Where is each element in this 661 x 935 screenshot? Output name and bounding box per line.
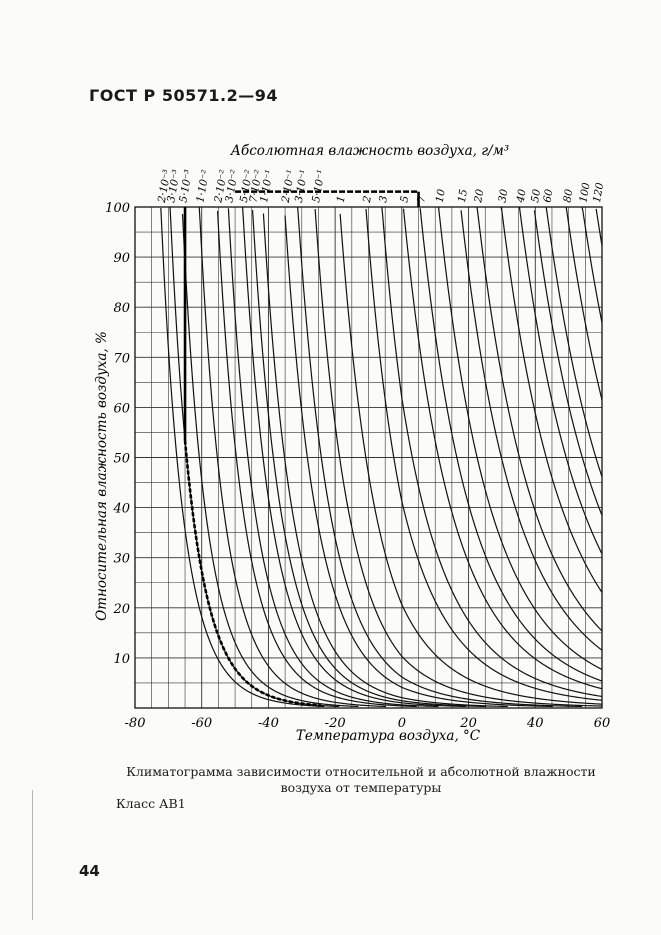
x-tick-label: 0 xyxy=(398,716,406,731)
x-tick-label: 60 xyxy=(594,716,611,731)
curve-labels: 2·10⁻³3·10⁻³5·10⁻³ 1·10⁻² 2·10⁻²3·10⁻²5·10… xyxy=(156,169,607,205)
caption-line-1: Климатограмма зависимости относительной … xyxy=(126,764,596,779)
humidity-curve xyxy=(160,207,325,708)
y-tick-label: 30 xyxy=(113,552,130,567)
humidity-curve xyxy=(365,208,603,701)
curve-label: 120 xyxy=(591,181,606,203)
x-tick-label: -60 xyxy=(191,716,212,731)
curve-label: 5 xyxy=(398,195,411,204)
curve-label: 1 xyxy=(335,195,348,204)
humidity-curve xyxy=(533,210,603,516)
curve-label: 15 xyxy=(456,188,470,204)
curve-label: 1·10⁻¹ xyxy=(258,169,276,204)
curve-label: 30 xyxy=(497,188,511,204)
y-tick-labels: 100 90 80 70 60 50 40 30 20 10 xyxy=(105,201,130,667)
boundary-lower-curve xyxy=(183,440,322,707)
humidity-curve xyxy=(297,206,583,708)
y-tick-label: 10 xyxy=(113,652,130,667)
curve-label: 10 xyxy=(434,188,448,204)
curve-label: 5·10⁻³ xyxy=(177,169,195,204)
humidity-curve xyxy=(565,206,603,400)
humidity-curve xyxy=(284,215,553,708)
curve-label: 3 xyxy=(377,195,390,204)
class-label: Класс АВ1 xyxy=(116,796,186,811)
curve-label: 80 xyxy=(561,188,575,204)
humidity-curve xyxy=(545,206,603,478)
humidity-curve xyxy=(198,206,387,708)
grid xyxy=(134,206,603,709)
humidity-curve xyxy=(402,208,603,690)
humidity-curve xyxy=(460,210,603,651)
curve-label: 5·10⁻² xyxy=(238,169,256,204)
x-axis-label: Температура воздуха, °С xyxy=(296,728,481,744)
humidity-curve xyxy=(581,206,603,323)
page-number: 44 xyxy=(79,862,100,880)
curve-label: 2·10⁻³ xyxy=(156,169,174,205)
margin-rule xyxy=(32,790,33,920)
humidity-curve xyxy=(595,208,603,246)
curve-label: 20 xyxy=(472,188,486,205)
curve-label: 100 xyxy=(577,181,592,203)
humidity-curve xyxy=(262,213,508,708)
y-tick-label: 20 xyxy=(112,602,130,617)
humidity-curve xyxy=(181,213,359,708)
curve-label: 2·10⁻¹ xyxy=(280,169,298,205)
x-tick-label: 40 xyxy=(526,716,544,731)
y-tick-label: 80 xyxy=(113,301,130,316)
y-tick-label: 90 xyxy=(113,251,130,266)
figure-caption: Климатограмма зависимости относительной … xyxy=(116,764,606,796)
document-code: ГОСТ Р 50571.2—94 xyxy=(89,86,278,105)
humidity-curves xyxy=(160,206,603,708)
curve-label: 60 xyxy=(541,188,555,204)
x-tick-labels: -80 -60 -40 -20 0 20 40 60 xyxy=(125,716,611,731)
curve-label: 5·10⁻¹ xyxy=(310,169,328,204)
caption-line-2: воздуха от температуры xyxy=(280,780,442,795)
humidity-curve xyxy=(339,213,603,705)
humidity-curve xyxy=(381,206,603,698)
y-tick-label: 70 xyxy=(113,351,130,366)
humidity-curve xyxy=(518,206,603,555)
curve-label: 2 xyxy=(361,195,374,205)
curve-label: 1·10⁻² xyxy=(194,169,212,204)
y-tick-label: 50 xyxy=(113,452,130,467)
humidity-curve xyxy=(500,206,603,593)
curve-label: 50 xyxy=(529,188,543,204)
curve-label: 3·10⁻² xyxy=(223,169,241,204)
humidity-curve xyxy=(227,208,439,708)
humidity-curve xyxy=(419,208,603,682)
y-tick-label: 60 xyxy=(113,401,130,416)
humidity-curve xyxy=(216,210,417,708)
humidity-curve xyxy=(241,206,467,708)
plot-frame xyxy=(134,206,603,709)
class-boundary xyxy=(183,190,420,707)
humidity-curve xyxy=(476,206,603,632)
curve-label: 7·10⁻² xyxy=(248,169,266,204)
y-tick-label: 40 xyxy=(112,502,130,517)
humidity-curve xyxy=(314,208,603,707)
x-tick-label: 20 xyxy=(459,716,477,731)
x-tick-label: -40 xyxy=(258,716,279,731)
curve-label: 3·10⁻¹ xyxy=(293,169,311,204)
curve-label: 3·10⁻³ xyxy=(165,169,183,204)
x-tick-label: -80 xyxy=(125,716,146,731)
x-tick-label: -20 xyxy=(325,716,346,731)
humidity-curve xyxy=(251,210,487,708)
curve-label: 7 xyxy=(415,195,428,204)
curve-label: 40 xyxy=(514,188,528,205)
curve-label: 2·10⁻² xyxy=(212,169,230,205)
y-tick-label: 100 xyxy=(105,201,130,216)
top-axis-label: Абсолютная влажность воздуха, г/м³ xyxy=(230,143,509,159)
y-axis-label: Относительная влажность воздуха, % xyxy=(94,331,110,621)
humidity-curve xyxy=(437,206,603,671)
